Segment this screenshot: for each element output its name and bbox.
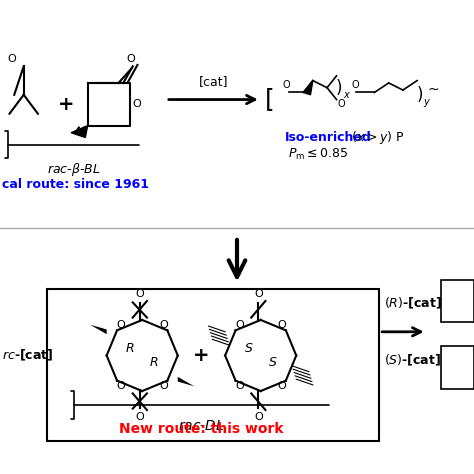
Text: O: O: [278, 319, 286, 330]
FancyBboxPatch shape: [441, 280, 474, 322]
Text: O: O: [278, 381, 286, 392]
Text: O: O: [352, 80, 359, 91]
Text: O: O: [283, 80, 291, 91]
Text: O: O: [133, 99, 141, 109]
Text: $rac$-$\beta$-BL: $rac$-$\beta$-BL: [47, 161, 100, 178]
Text: y: y: [424, 97, 429, 107]
Text: Iso-enriched: Iso-enriched: [284, 131, 371, 144]
Text: $(S)$-[cat]: $(S)$-[cat]: [384, 353, 441, 368]
Text: ): ): [336, 79, 342, 97]
Text: ): ): [416, 86, 423, 104]
Text: O: O: [126, 54, 135, 64]
Text: $(x > y)$ P: $(x > y)$ P: [348, 129, 405, 146]
Text: O: O: [8, 54, 16, 64]
FancyBboxPatch shape: [47, 289, 379, 441]
Text: O: O: [337, 99, 345, 109]
Text: O: O: [159, 319, 168, 330]
Text: O: O: [117, 319, 125, 330]
Text: R: R: [126, 342, 135, 355]
Text: O: O: [117, 381, 125, 392]
Text: +: +: [58, 95, 74, 114]
Text: x: x: [343, 90, 349, 100]
Text: O: O: [159, 381, 168, 392]
Text: S: S: [245, 342, 253, 355]
Polygon shape: [71, 126, 88, 137]
Text: S: S: [269, 356, 276, 369]
FancyBboxPatch shape: [441, 346, 474, 389]
Text: [cat]: [cat]: [199, 75, 228, 88]
Text: $rc$-[cat]: $rc$-[cat]: [2, 348, 54, 363]
Polygon shape: [178, 377, 194, 386]
Text: $P_\mathrm{m} \leq 0.85$: $P_\mathrm{m} \leq 0.85$: [288, 146, 347, 162]
Text: O: O: [235, 381, 244, 392]
Text: O: O: [136, 412, 144, 422]
Text: New route: this work: New route: this work: [119, 422, 284, 436]
Text: cal route: since 1961: cal route: since 1961: [2, 178, 149, 191]
Text: O: O: [254, 289, 263, 299]
Text: ~: ~: [428, 83, 439, 97]
Text: $(R)$-[cat]: $(R)$-[cat]: [384, 296, 442, 311]
Text: O: O: [136, 289, 144, 299]
Text: +: +: [193, 346, 210, 365]
Text: [: [: [265, 88, 275, 111]
Text: $rac$-DL: $rac$-DL: [178, 419, 225, 434]
Text: O: O: [235, 319, 244, 330]
Polygon shape: [90, 325, 107, 334]
Text: O: O: [254, 412, 263, 422]
Text: R: R: [150, 356, 158, 369]
Polygon shape: [303, 81, 313, 95]
